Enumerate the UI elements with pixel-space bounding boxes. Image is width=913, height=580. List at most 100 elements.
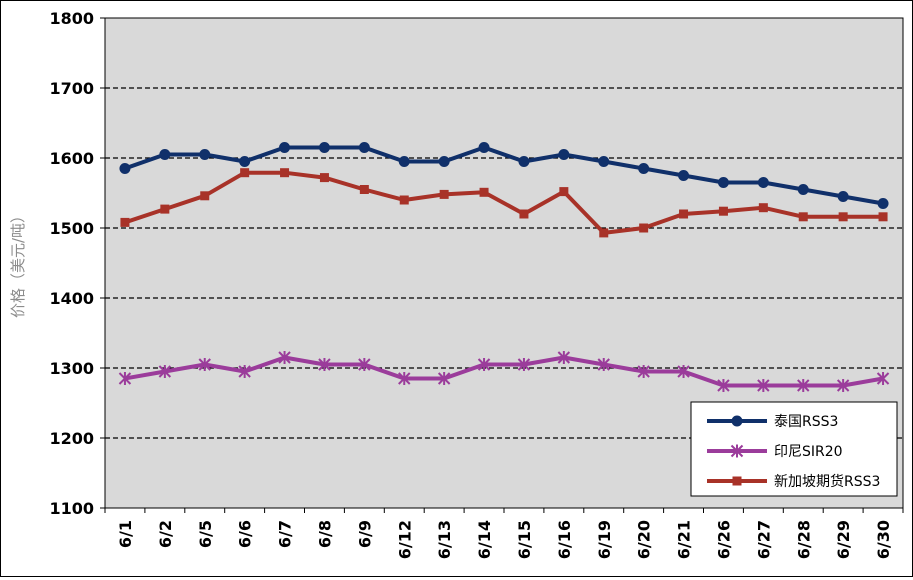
x-tick-label: 6/9 [355, 520, 374, 548]
data-point [318, 358, 331, 371]
data-point [717, 177, 729, 188]
data-point [119, 163, 131, 174]
data-point [239, 156, 251, 167]
data-point [519, 209, 529, 219]
data-point [877, 198, 889, 209]
data-point [438, 156, 450, 167]
data-point [597, 358, 610, 371]
data-point [758, 203, 768, 213]
data-point [718, 206, 728, 216]
data-point [479, 187, 489, 197]
series-group [118, 142, 890, 392]
x-tick-label: 6/30 [874, 520, 893, 559]
data-point [876, 372, 890, 385]
series-line [124, 355, 884, 388]
x-axis-ticks: 6/1 6/2 6/5 6/6 6/7 6/8 6/9 6/12 6/13 6/14 6/15 6/1… [104, 508, 904, 559]
data-point [559, 187, 569, 197]
x-tick-label: 6/19 [595, 520, 614, 559]
y-axis-label: 价格（美元/吨） [9, 208, 27, 318]
data-point [838, 212, 848, 222]
data-point [200, 191, 210, 201]
data-point [797, 379, 810, 392]
x-tick-label: 6/28 [794, 520, 813, 559]
data-point [598, 156, 610, 167]
data-point [639, 223, 649, 233]
data-point [238, 365, 251, 378]
x-tick-label: 6/8 [315, 520, 334, 548]
data-point [797, 184, 809, 195]
series-line [124, 145, 884, 206]
x-tick-label: 6/27 [754, 520, 773, 559]
x-tick-label: 6/14 [475, 520, 494, 559]
data-point [757, 177, 769, 188]
legend-label: 泰国RSS3 [774, 414, 838, 430]
data-point [159, 149, 171, 160]
data-point [398, 372, 411, 385]
series-3 [120, 168, 888, 238]
legend: 泰国RSS3 印尼SIR20 新加坡期货RSS3 [690, 401, 898, 497]
legend-item: 新加坡期货RSS3 [707, 473, 880, 490]
data-point [158, 365, 172, 378]
y-tick-label: 1600 [49, 149, 94, 168]
legend-label: 印尼SIR20 [774, 444, 843, 460]
x-tick-label: 6/2 [156, 520, 175, 548]
data-point [359, 185, 369, 194]
x-tick-label: 6/20 [635, 520, 654, 559]
y-tick-label: 1400 [49, 289, 94, 308]
series-line [124, 170, 884, 235]
y-tick-label: 1800 [49, 9, 94, 28]
x-tick-label: 6/26 [714, 520, 733, 559]
data-point [318, 142, 330, 153]
y-axis-ticks: 1100 1200 1300 1400 1500 1600 1700 1800 [49, 9, 105, 518]
legend-item: 印尼SIR20 [707, 444, 843, 460]
x-tick-label: 6/16 [555, 520, 574, 559]
x-tick-label: 6/5 [196, 520, 215, 548]
data-point [757, 379, 770, 392]
data-point [240, 168, 250, 178]
data-point [478, 142, 490, 153]
legend-label: 新加坡期货RSS3 [774, 473, 880, 490]
data-point [798, 212, 808, 222]
x-tick-label: 6/1 [116, 520, 135, 548]
data-point [279, 142, 291, 153]
x-tick-label: 6/21 [675, 520, 694, 559]
x-tick-label: 6/12 [395, 520, 414, 559]
data-point [557, 351, 571, 364]
data-point [437, 372, 451, 385]
data-point [398, 156, 410, 167]
data-point [120, 217, 130, 227]
x-tick-label: 6/13 [435, 520, 454, 559]
x-tick-label: 6/29 [834, 520, 853, 559]
data-point [878, 212, 888, 222]
data-point [637, 365, 650, 378]
data-point [278, 351, 291, 364]
data-point [439, 189, 449, 199]
data-point [118, 372, 132, 385]
data-point [517, 358, 531, 371]
data-point [280, 168, 290, 178]
y-tick-label: 1500 [49, 219, 94, 238]
y-tick-label: 1100 [49, 499, 94, 518]
data-point [732, 476, 742, 486]
data-point [198, 358, 211, 371]
data-point [638, 163, 650, 174]
data-point [518, 156, 530, 167]
x-tick-label: 6/15 [515, 520, 534, 559]
data-point [358, 142, 370, 153]
y-tick-label: 1700 [49, 79, 94, 98]
data-point [837, 191, 849, 202]
data-point [319, 173, 329, 183]
data-point [399, 195, 409, 205]
data-point [677, 365, 690, 378]
data-point [731, 415, 743, 427]
data-point [477, 358, 491, 371]
legend-item: 泰国RSS3 [707, 414, 838, 430]
x-tick-label: 6/7 [276, 520, 295, 548]
series-1 [119, 142, 889, 209]
y-tick-label: 1200 [49, 429, 94, 448]
data-point [717, 379, 730, 392]
data-point [730, 444, 744, 458]
data-point [558, 149, 570, 160]
